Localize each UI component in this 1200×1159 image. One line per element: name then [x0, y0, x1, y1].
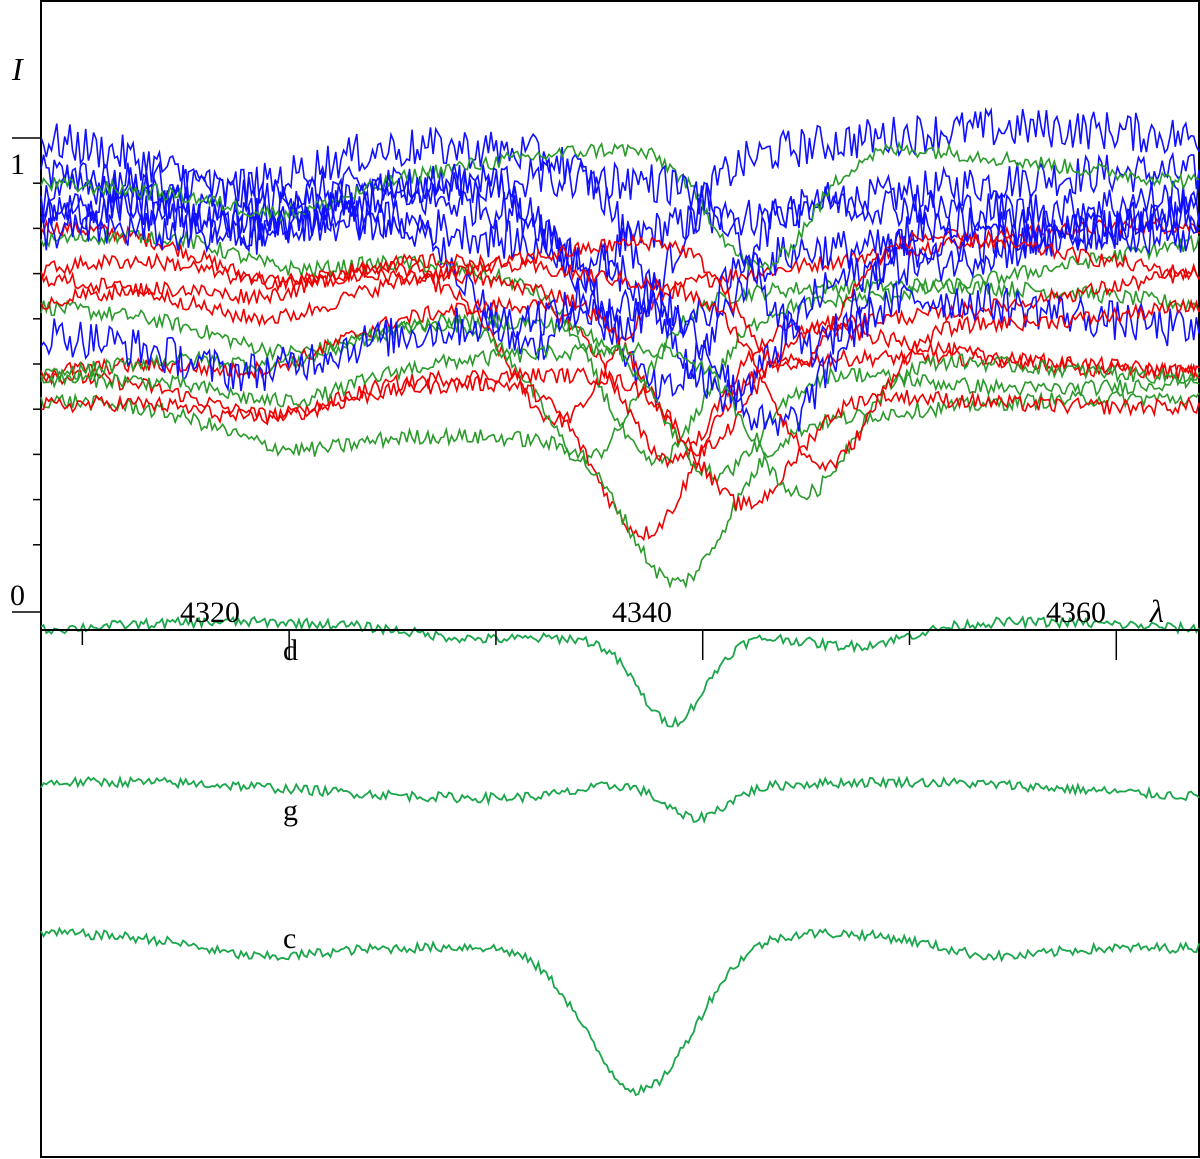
observed-spectrum-line [40, 389, 1200, 590]
observed-spectrum-line [40, 126, 1200, 340]
component-spectrum-c [40, 926, 1200, 1097]
plot-frame [40, 0, 1200, 1158]
observed-spectrum-line [40, 228, 1200, 371]
y-axis-label: I [11, 51, 24, 87]
x-tick-label-4360: 4360 [1046, 596, 1106, 629]
observed-spectrum-line [40, 140, 1200, 273]
component-spectrum-g [40, 775, 1200, 825]
observed-spectra-group [40, 106, 1200, 590]
x-axis-label: λ [1149, 593, 1164, 629]
observed-spectrum-line [40, 341, 1200, 501]
observed-spectrum-line [40, 216, 1200, 428]
observed-spectrum-line [40, 282, 1200, 436]
observed-spectrum-line [40, 227, 1200, 467]
component-spectra-group [40, 615, 1200, 1097]
observed-spectrum-line [40, 366, 1200, 511]
component-label-d: d [283, 634, 298, 667]
axes-group [12, 137, 1199, 660]
x-tick-label-4340: 4340 [612, 596, 672, 629]
x-tick-label-4320: 4320 [180, 596, 240, 629]
component-label-c: c [283, 922, 296, 955]
observed-spectrum-line [40, 312, 1200, 483]
observed-spectrum-line [40, 295, 1200, 469]
component-spectrum-d [40, 615, 1200, 728]
observed-spectrum-line [40, 252, 1200, 473]
component-label-g: g [283, 794, 298, 827]
y-tick-label-0: 0 [10, 579, 25, 612]
observed-spectrum-line [40, 106, 1200, 347]
observed-spectrum-line [40, 187, 1200, 412]
y-tick-label-1: 1 [10, 148, 25, 181]
observed-spectrum-line [40, 156, 1200, 368]
